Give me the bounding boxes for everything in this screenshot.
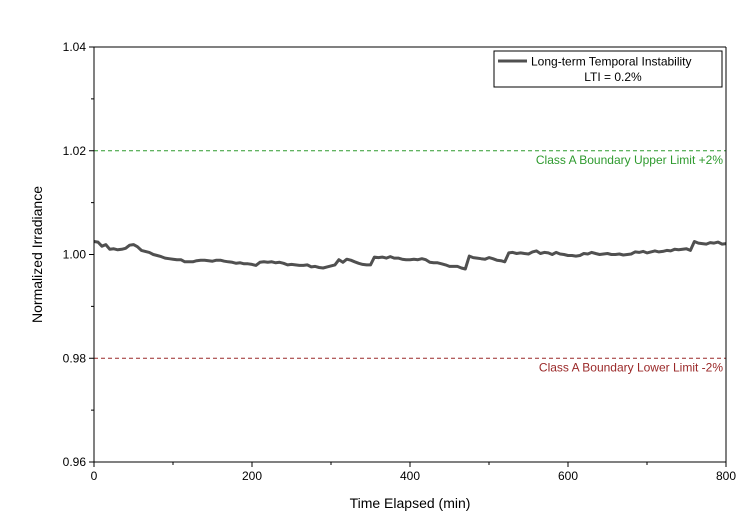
- x-tick-label: 200: [242, 469, 262, 483]
- x-tick-label: 400: [400, 469, 420, 483]
- y-tick-label: 1.00: [63, 248, 87, 262]
- legend: Long-term Temporal Instability LTI = 0.2…: [493, 50, 723, 88]
- y-tick-label: 0.96: [63, 455, 87, 469]
- y-tick-label: 1.02: [63, 144, 87, 158]
- x-tick-label: 600: [558, 469, 578, 483]
- y-tick-label: 0.98: [63, 351, 87, 365]
- x-tick-label: 0: [91, 469, 98, 483]
- upper-limit-label: Class A Boundary Upper Limit +2%: [536, 153, 723, 167]
- y-tick-label: 1.04: [63, 40, 87, 54]
- x-tick-label: 800: [716, 469, 736, 483]
- x-axis-title: Time Elapsed (min): [350, 495, 471, 511]
- series-line: [93, 240, 727, 271]
- legend-box: [493, 50, 723, 88]
- y-axis-title: Normalized Irradiance: [29, 186, 45, 323]
- legend-entry-label: Long-term Temporal Instability: [531, 55, 692, 69]
- lower-limit-label: Class A Boundary Lower Limit -2%: [539, 360, 723, 374]
- legend-note: LTI = 0.2%: [584, 70, 642, 84]
